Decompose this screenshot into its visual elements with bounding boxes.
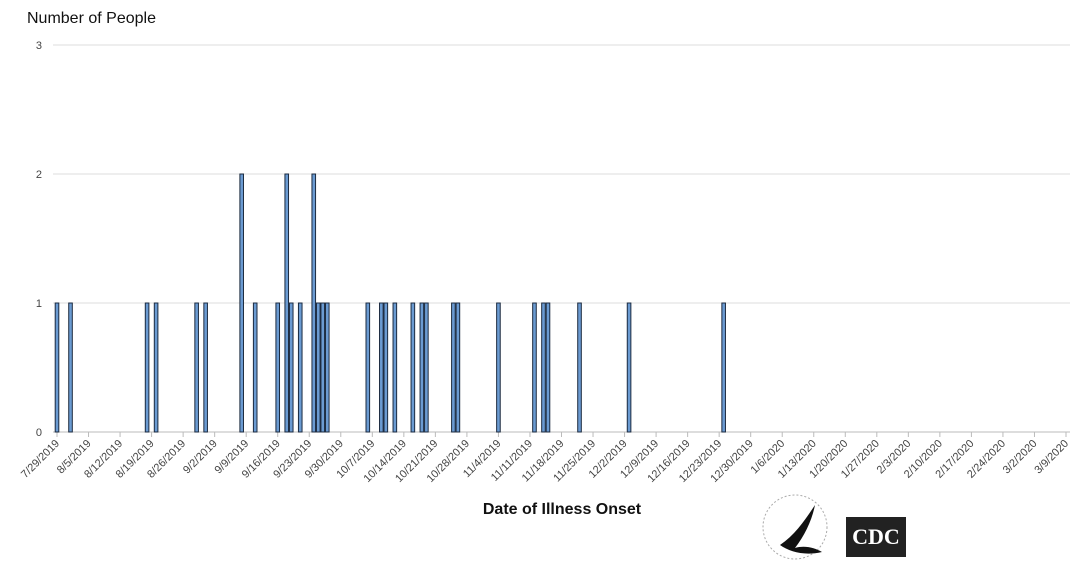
bar (297, 302, 303, 433)
bar (320, 302, 326, 433)
x-tick-label: 7/29/2019 (19, 438, 62, 481)
hhs-eagle (780, 505, 822, 554)
bar (239, 173, 244, 433)
bar (451, 302, 456, 433)
chart-title: Number of People (27, 10, 156, 27)
bar (541, 302, 546, 433)
y-tick-label: 2 (36, 169, 42, 181)
bar (324, 302, 330, 433)
bar (284, 173, 290, 433)
hhs-logo (762, 494, 828, 560)
bar (252, 302, 258, 433)
y-tick-label: 1 (36, 298, 42, 310)
bar (626, 302, 632, 433)
bar (194, 302, 199, 433)
bar (54, 302, 60, 433)
bar (311, 173, 317, 433)
bar (275, 302, 281, 433)
bar (392, 302, 398, 433)
bar (144, 302, 150, 433)
bar (532, 302, 537, 433)
bar (68, 302, 73, 433)
x-tick-label: 3/9/2020 (1032, 438, 1071, 477)
bar (203, 302, 208, 433)
bar (383, 302, 389, 433)
bar (455, 302, 461, 433)
y-tick-label: 3 (36, 40, 42, 52)
bar (577, 302, 582, 433)
bar (424, 302, 429, 433)
bar (545, 302, 551, 433)
cdc-logo: CDC (846, 517, 906, 557)
y-tick-label: 0 (36, 427, 42, 439)
cdc-box (846, 517, 906, 557)
bar (721, 302, 726, 433)
bar (153, 302, 159, 433)
bar (419, 302, 425, 433)
hhs-ring (762, 494, 828, 560)
bar (315, 302, 321, 433)
bar (288, 302, 294, 433)
cdc-text: CDC (852, 524, 900, 549)
bar (410, 302, 416, 433)
x-axis-label: Date of Illness Onset (483, 501, 642, 518)
bar (365, 302, 371, 433)
bar (379, 302, 384, 433)
bar (496, 302, 501, 433)
